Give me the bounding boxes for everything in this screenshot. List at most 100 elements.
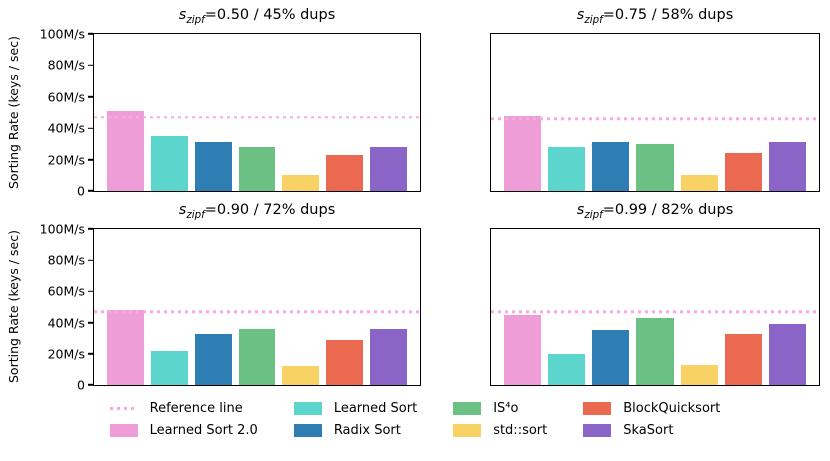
y-tick-label: 60M/s [47, 283, 85, 299]
bar-is-o [238, 147, 276, 191]
y-tick-label: 80M/s [47, 252, 85, 268]
legend: Reference line Learned Sort 2.0 Learned … [0, 401, 830, 438]
bar-radix-sort [592, 142, 630, 191]
reference-line [94, 310, 420, 313]
reference-line-swatch-icon [109, 407, 138, 410]
color-patch-icon [293, 424, 322, 437]
bar-learned-sort [150, 350, 188, 385]
y-tick-mark [88, 33, 93, 35]
bar-blockquicksort [326, 339, 364, 385]
subplot-plot-area [490, 228, 820, 386]
subplot-title: szipf=0.90 / 72% dups [178, 202, 336, 221]
y-tick-label: 20M/s [47, 152, 85, 168]
bar-learned-sort-2-0 [504, 115, 542, 191]
y-axis-label: Sorting Rate (keys / sec) [6, 230, 21, 384]
y-tick-label: 100M/s [39, 221, 85, 237]
bar-std-sort [282, 175, 320, 191]
color-patch-icon [453, 402, 482, 415]
y-tick-mark [88, 290, 93, 293]
legend-column: Reference line Learned Sort 2.0 [109, 401, 258, 438]
legend-label: Radix Sort [333, 423, 401, 438]
bar-radix-sort [592, 330, 630, 385]
bar-skasort [370, 328, 408, 385]
bar-group [491, 34, 819, 191]
bar-group [94, 229, 420, 385]
legend-column: IS⁴o std::sort [453, 401, 547, 438]
bar-std-sort [680, 364, 718, 385]
y-tick-label: 80M/s [47, 57, 85, 73]
y-tick-label: 0 [77, 377, 85, 393]
subplot-plot-area [490, 33, 820, 192]
reference-line [491, 117, 819, 121]
bar-radix-sort [194, 333, 232, 385]
bar-learned-sort [548, 353, 586, 385]
legend-label: Reference line [149, 401, 243, 416]
bar-skasort [768, 324, 806, 385]
y-axis-label: Sorting Rate (keys / sec) [6, 36, 21, 190]
subplot-plot-area: 0 20M/s 40M/s 60M/s 80M/s 100M/s [40, 223, 421, 392]
legend-column: Learned Sort Radix Sort [293, 401, 418, 438]
bar-learned-sort-2-0 [107, 110, 144, 191]
y-tick-label: 40M/s [47, 315, 85, 331]
legend-item-radix-sort: Radix Sort [293, 423, 417, 438]
bar-is-o [636, 317, 674, 385]
legend-item-std-sort: std::sort [453, 423, 547, 438]
bar-skasort [768, 142, 806, 191]
bar-group [491, 229, 819, 385]
y-tick-label: 0 [77, 183, 85, 199]
reference-line [491, 310, 819, 313]
y-tick-mark [88, 353, 93, 355]
y-tick-mark [88, 158, 93, 161]
bar-radix-sort [194, 142, 232, 191]
bar-blockquicksort [326, 154, 364, 191]
y-tick-mark [88, 127, 93, 129]
legend-label: std::sort [493, 423, 548, 438]
color-patch-icon [583, 402, 612, 415]
legend-item-learned-sort: Learned Sort [293, 401, 418, 416]
reference-line [94, 115, 420, 119]
legend-item-is4o: IS⁴o [453, 401, 547, 416]
subplot-plot-area: 0 20M/s 40M/s 60M/s 80M/s 100M/s [40, 28, 421, 198]
y-tick-mark [88, 384, 93, 386]
bar-learned-sort-2-0 [504, 314, 542, 385]
legend-item-skasort: SkaSort [583, 423, 720, 438]
y-tick-mark [88, 64, 93, 67]
bar-blockquicksort [724, 333, 762, 385]
color-patch-icon [293, 402, 322, 415]
bar-learned-sort [150, 136, 188, 191]
y-tick-label: 100M/s [39, 26, 85, 42]
subplot-title: szipf=0.75 / 58% dups [576, 7, 734, 26]
y-tick-mark [88, 228, 93, 230]
y-tick-label: 40M/s [47, 120, 85, 136]
bar-learned-sort-2-0 [107, 310, 144, 385]
bar-is-o [238, 328, 276, 385]
subplot-title: szipf=0.99 / 82% dups [576, 202, 734, 221]
color-patch-icon [453, 424, 482, 437]
y-tick-mark [88, 321, 93, 324]
legend-column: BlockQuicksort SkaSort [583, 401, 720, 438]
legend-item-learned-sort-2-0: Learned Sort 2.0 [109, 423, 258, 438]
bar-group [94, 34, 420, 191]
legend-item-blockquicksort: BlockQuicksort [583, 401, 720, 416]
bar-blockquicksort [724, 153, 762, 191]
bar-std-sort [282, 366, 320, 385]
y-tick-mark [88, 259, 93, 261]
y-tick-mark [88, 96, 93, 98]
bar-skasort [370, 147, 408, 191]
subplot-title: szipf=0.50 / 45% dups [178, 7, 336, 26]
legend-label: BlockQuicksort [623, 401, 721, 416]
bar-is-o [636, 143, 674, 191]
bar-std-sort [680, 175, 718, 191]
legend-label: Learned Sort [333, 401, 418, 416]
y-tick-mark [88, 190, 93, 192]
legend-label: IS⁴o [493, 401, 519, 416]
legend-label: SkaSort [623, 423, 674, 438]
y-tick-label: 60M/s [47, 89, 85, 105]
color-patch-icon [583, 424, 612, 437]
y-tick-label: 20M/s [47, 346, 85, 362]
color-patch-icon [109, 424, 138, 437]
legend-item-reference-line: Reference line [109, 401, 258, 416]
bar-learned-sort [548, 147, 586, 191]
legend-label: Learned Sort 2.0 [149, 423, 258, 438]
